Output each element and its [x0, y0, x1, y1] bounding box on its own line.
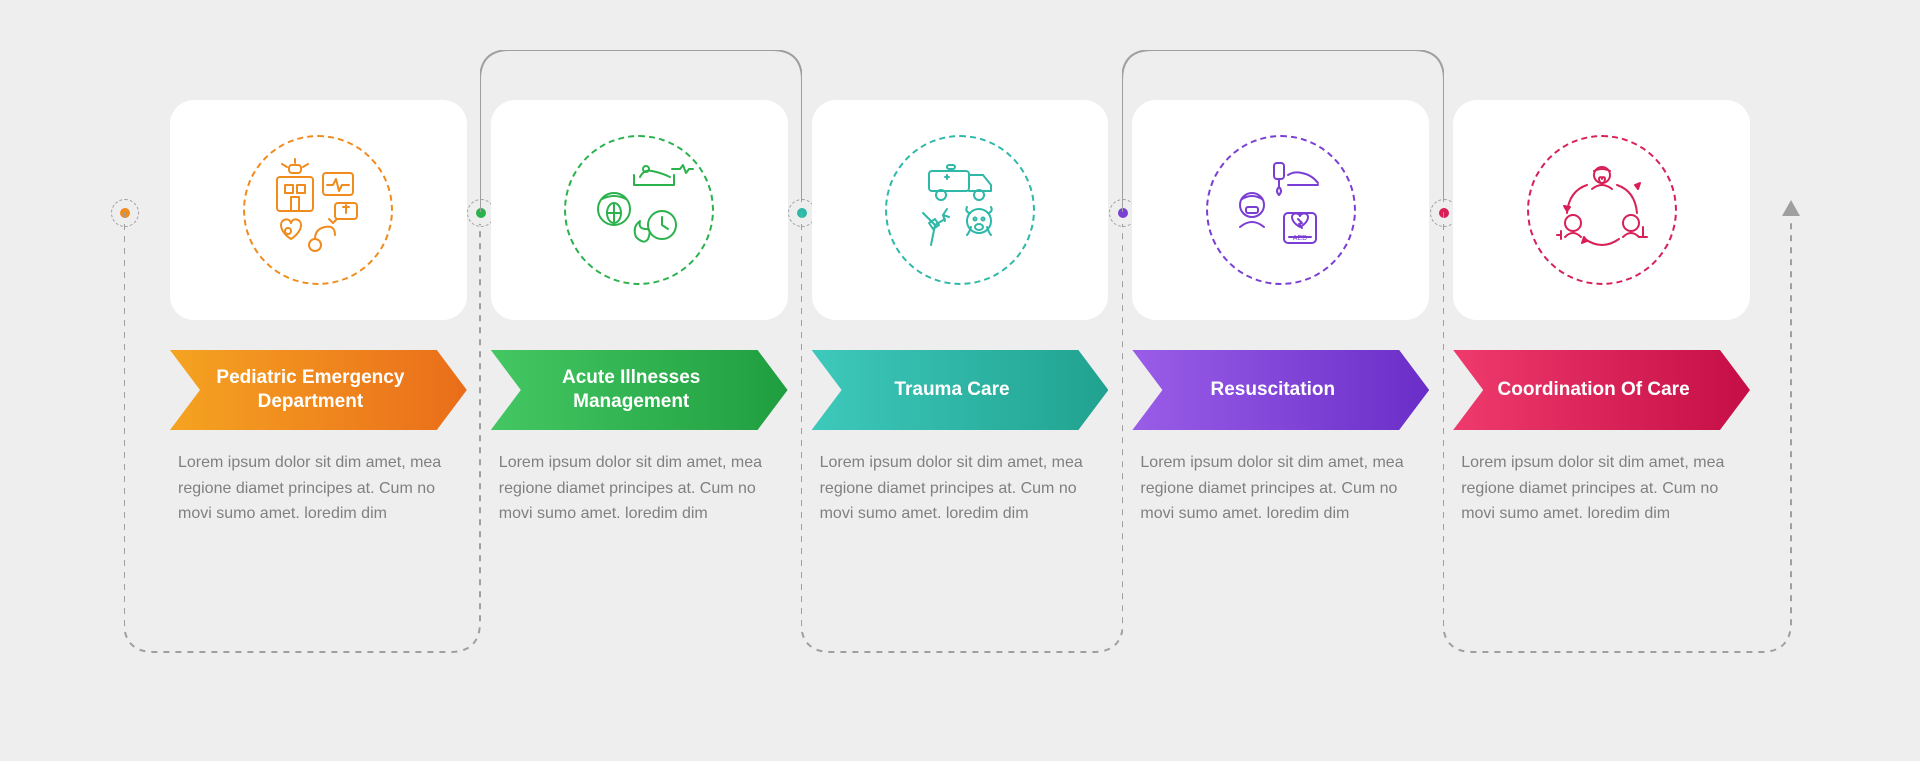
body-copy-row: Lorem ipsum dolor sit dim amet, mea regi… — [170, 450, 1750, 527]
step-arrow-0: Pediatric Emergency Department — [170, 350, 467, 430]
step-card-2 — [812, 100, 1109, 320]
start-dot — [114, 202, 136, 224]
step-title: Coordination Of Care — [1498, 378, 1690, 402]
step-body-0: Lorem ipsum dolor sit dim amet, mea regi… — [170, 450, 467, 527]
step-body-3: Lorem ipsum dolor sit dim amet, mea regi… — [1132, 450, 1429, 527]
step-card-0 — [170, 100, 467, 320]
patient-mask-icon — [564, 135, 714, 285]
aed-doctor-icon: AED — [1206, 135, 1356, 285]
step-card-3: AED — [1132, 100, 1429, 320]
step-arrow-2: Trauma Care — [812, 350, 1109, 430]
step-body-4: Lorem ipsum dolor sit dim amet, mea regi… — [1453, 450, 1750, 527]
icon-cards-row: AED — [170, 100, 1750, 320]
svg-text:AED: AED — [1293, 235, 1307, 242]
step-title: Acute Illnesses Management — [509, 366, 754, 414]
step-arrow-4: Coordination Of Care — [1453, 350, 1750, 430]
step-body-2: Lorem ipsum dolor sit dim amet, mea regi… — [812, 450, 1109, 527]
step-arrow-1: Acute Illnesses Management — [491, 350, 788, 430]
step-title: Trauma Care — [894, 378, 1009, 402]
end-arrow-icon — [1782, 200, 1800, 216]
arrow-banners-row: Pediatric Emergency Department Acute Ill… — [170, 350, 1750, 430]
step-title: Resuscitation — [1210, 378, 1335, 402]
ambulance-injury-icon — [885, 135, 1035, 285]
hospital-building-icon — [243, 135, 393, 285]
step-title: Pediatric Emergency Department — [188, 366, 433, 414]
step-arrow-3: Resuscitation — [1132, 350, 1429, 430]
infographic-stage: AED — [130, 80, 1790, 680]
step-card-1 — [491, 100, 788, 320]
step-body-1: Lorem ipsum dolor sit dim amet, mea regi… — [491, 450, 788, 527]
care-team-cycle-icon — [1527, 135, 1677, 285]
step-card-4 — [1453, 100, 1750, 320]
